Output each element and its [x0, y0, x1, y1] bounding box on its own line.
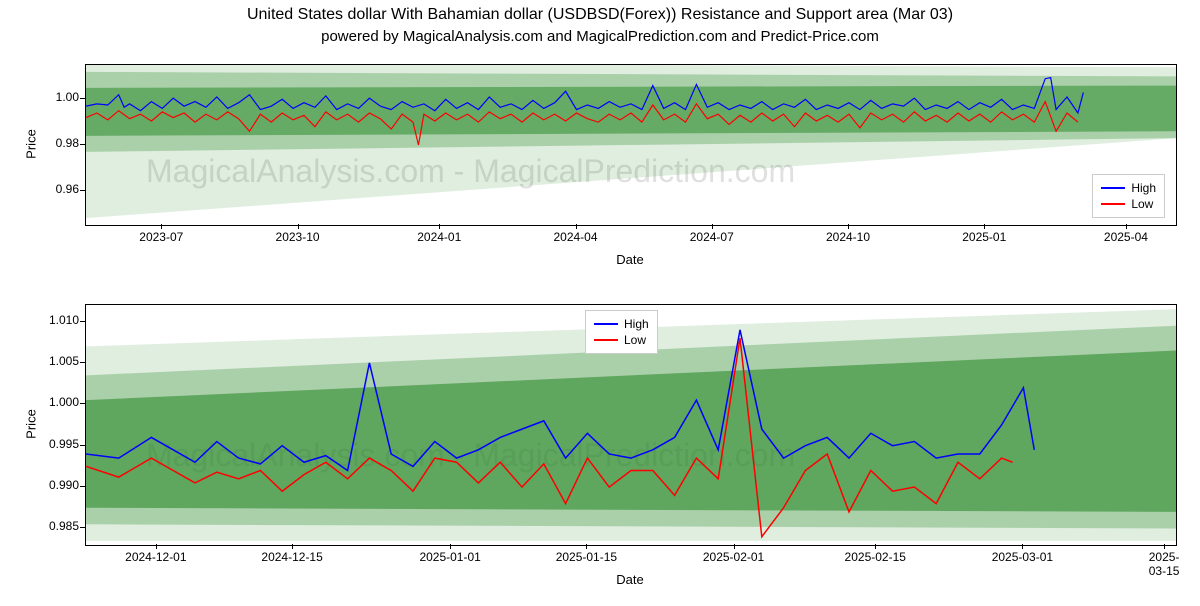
ytick-label: 0.985: [35, 519, 79, 533]
xtick-label: 2023-07: [139, 230, 183, 244]
xtick-label: 2024-12-01: [125, 550, 186, 564]
legend-low: Low: [594, 333, 649, 347]
ytick-label: 0.995: [35, 437, 79, 451]
bottom-chart-ylabel: Price: [23, 409, 38, 439]
legend: High Low: [1092, 174, 1165, 218]
chart-subtitle: powered by MagicalAnalysis.com and Magic…: [0, 28, 1200, 45]
xtick-label: 2024-12-15: [261, 550, 322, 564]
xtick-label: 2025-03-01: [992, 550, 1053, 564]
legend-low: Low: [1101, 197, 1156, 211]
xtick-label: 2025-03-15: [1146, 550, 1182, 578]
xtick-label: 2025-02-15: [845, 550, 906, 564]
xtick-label: 2025-01-15: [556, 550, 617, 564]
xtick-label: 2024-10: [826, 230, 870, 244]
ytick-label: 1.005: [35, 354, 79, 368]
legend-high: High: [1101, 181, 1156, 195]
xtick-label: 2024-01: [417, 230, 461, 244]
ytick-label: 0.98: [35, 136, 79, 150]
ytick-label: 1.000: [35, 395, 79, 409]
ytick-label: 0.96: [35, 182, 79, 196]
bottom-chart-xlabel: Date: [616, 572, 643, 587]
ytick-label: 0.990: [35, 478, 79, 492]
chart-title: United States dollar With Bahamian dolla…: [0, 6, 1200, 24]
xtick-label: 2024-07: [690, 230, 734, 244]
legend: High Low: [585, 310, 658, 354]
ytick-label: 1.00: [35, 90, 79, 104]
xtick-label: 2024-04: [553, 230, 597, 244]
xtick-label: 2025-04: [1104, 230, 1148, 244]
legend-high: High: [594, 317, 649, 331]
ytick-label: 1.010: [35, 313, 79, 327]
xtick-label: 2023-10: [276, 230, 320, 244]
top-chart-xlabel: Date: [616, 252, 643, 267]
xtick-label: 2025-02-01: [703, 550, 764, 564]
xtick-label: 2025-01: [962, 230, 1006, 244]
xtick-label: 2025-01-01: [419, 550, 480, 564]
top-chart-plot: MagicalAnalysis.com - MagicalPrediction.…: [85, 64, 1177, 226]
